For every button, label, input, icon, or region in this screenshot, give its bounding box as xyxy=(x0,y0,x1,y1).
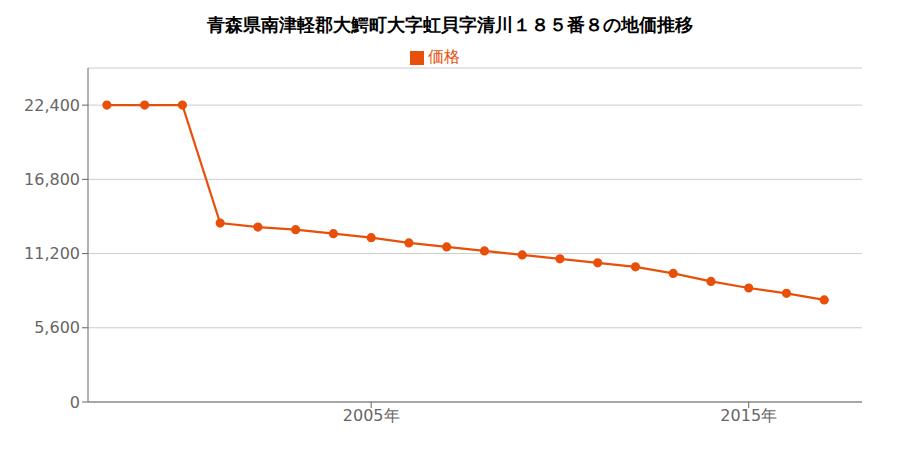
svg-text:5,600: 5,600 xyxy=(34,318,80,337)
svg-text:22,400: 22,400 xyxy=(24,96,80,115)
svg-text:2005年: 2005年 xyxy=(343,406,400,425)
svg-text:0: 0 xyxy=(70,393,80,412)
svg-text:2015年: 2015年 xyxy=(720,406,777,425)
svg-text:11,200: 11,200 xyxy=(24,244,80,263)
html-text:価格: 価格 xyxy=(428,47,460,66)
html-text:青森県南津軽郡大鰐町大字虹貝字清川１８５番８の地価推移: 青森県南津軽郡大鰐町大字虹貝字清川１８５番８の地価推移 xyxy=(207,14,693,35)
svg-text:16,800: 16,800 xyxy=(24,170,80,189)
